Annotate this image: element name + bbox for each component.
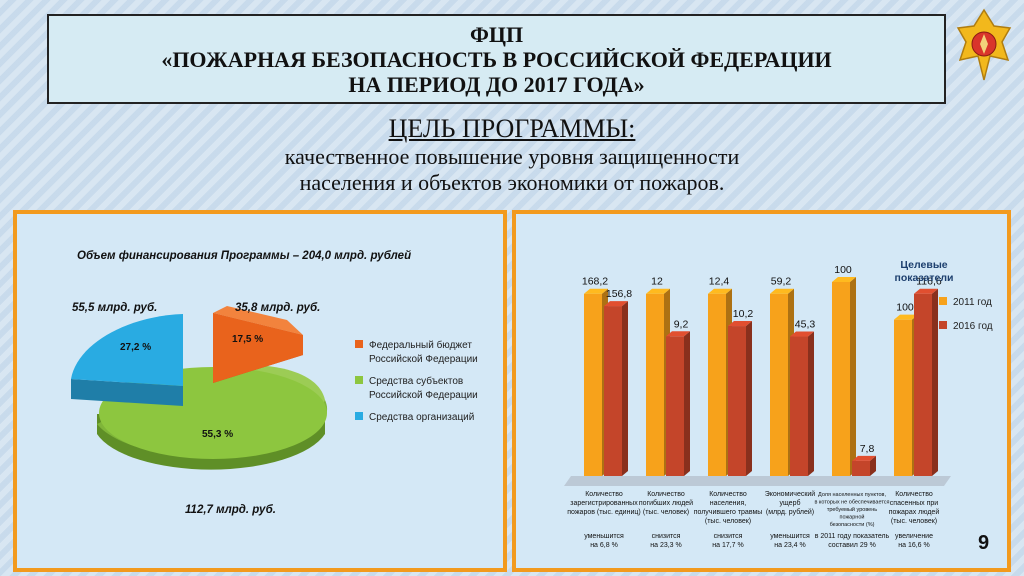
category-note-3-0: уменьшится [770, 533, 810, 540]
category-label-2-1: населения, [710, 500, 746, 507]
category-label-2-2: получившего травмы [694, 509, 763, 516]
category-note-3-1: на 23,4 % [774, 542, 806, 549]
goal-heading: ЦЕЛЬ ПРОГРАММЫ: [388, 114, 636, 143]
category-label-5-0: Количество [895, 491, 933, 498]
bar-2011-4 [832, 276, 856, 476]
category-note-1-1: на 23,3 % [650, 542, 682, 549]
legend-swatch-regions [355, 376, 363, 384]
pie-chart: Объем финансирования Программы – 204,0 м… [71, 250, 478, 516]
category-note-4-0: в 2011 году показатель [815, 533, 890, 540]
category-note-5-1: на 16,6 % [898, 542, 930, 549]
legend-organizations-line1: Средства организаций [369, 412, 474, 423]
category-label-3-0: Экономический [765, 490, 816, 498]
category-label-5-1: спасенных при [890, 500, 938, 507]
pie-amount-organizations: 55,5 млрд. руб. [72, 302, 157, 314]
category-label-4-1: в которых не обеспечивается [814, 500, 889, 506]
category-label-4-4: безопасности (%) [830, 522, 875, 528]
value-label-2016-2: 10,2 [733, 308, 754, 320]
category-label-0-0: Количество [585, 491, 623, 498]
category-note-0-0: уменьшится [584, 533, 624, 540]
header-line-2: «ПОЖАРНАЯ БЕЗОПАСНОСТЬ В РОССИЙСКОЙ ФЕДЕ… [161, 46, 832, 72]
legend-regions-line2: Российской Федерации [369, 390, 478, 401]
category-label-2-0: Количество [709, 491, 747, 498]
category-label-3-1: ущерб [780, 499, 801, 507]
value-label-2011-3: 59,2 [771, 276, 792, 288]
pie-label-federal-percent: 17,5 % [232, 334, 263, 345]
category-labels: Количество зарегистрированных пожаров (тыс… [567, 490, 939, 549]
legend-swatch-2011 [939, 297, 947, 305]
legend-title-2: показатели [894, 272, 953, 284]
value-label-2016-1: 9,2 [674, 318, 689, 330]
bar-2016-5 [914, 288, 938, 476]
category-note-4-1: составил 29 % [828, 542, 876, 549]
category-label-4-3: пожарной [840, 514, 865, 521]
value-label-2011-0: 168,2 [582, 276, 608, 288]
value-label-2011-5: 100 [896, 302, 914, 314]
category-label-5-2: пожарах людей [889, 508, 940, 516]
bar-2016-1 [666, 331, 690, 476]
category-label-1-0: Количество [647, 491, 685, 498]
category-note-2-1: на 17,7 % [712, 542, 744, 549]
legend-regions-line1: Средства субъектов [369, 375, 463, 387]
legend-label-2011: 2011 год [953, 297, 992, 308]
pie-slice-organizations [71, 314, 183, 406]
category-note-5-0: увеличение [895, 533, 933, 540]
pie-slice-federal [213, 306, 303, 383]
value-label-2016-3: 45,3 [795, 319, 816, 331]
category-label-0-1: зарегистрированных [570, 500, 638, 507]
header-line-3: НА ПЕРИОД ДО 2017 ГОДА» [348, 71, 645, 97]
bar-2016-4 [852, 455, 876, 476]
header-box: ФЦП «ПОЖАРНАЯ БЕЗОПАСНОСТЬ В РОССИЙСКОЙ … [47, 14, 946, 104]
category-label-4-2: требуемый уровень [827, 506, 877, 513]
category-note-0-1: на 6,8 % [590, 542, 618, 549]
legend-swatch-federal [355, 340, 363, 348]
bar-2016-3 [790, 331, 814, 476]
goal-text-1: качественное повышение уровня защищеннос… [284, 144, 740, 169]
chart-floor [564, 476, 951, 486]
header-line-1: ФЦП [469, 21, 524, 47]
pie-label-regions-percent: 55,3 % [202, 429, 233, 440]
legend-swatch-2016 [939, 321, 947, 329]
goal-text-2: населения и объектов экономики от пожаро… [299, 170, 725, 195]
category-label-1-1: погибших людей [639, 499, 693, 507]
category-label-1-2: (тыс. человек) [643, 509, 689, 516]
legend-swatch-organizations [355, 412, 363, 420]
pie-chart-title: Объем финансирования Программы – 204,0 м… [77, 250, 411, 262]
category-label-3-2: (млрд. рублей) [766, 508, 814, 516]
category-label-0-2: пожаров (тыс. единиц) [567, 509, 640, 516]
category-label-5-3: (тыс. человек) [891, 518, 937, 525]
value-label-2016-5: 116,6 [916, 276, 942, 288]
pie-amount-regions: 112,7 млрд. руб. [185, 504, 276, 516]
emblem-icon [956, 8, 1012, 81]
page-number: 9 [978, 532, 990, 554]
value-label-2011-2: 12,4 [709, 276, 730, 288]
value-label-2016-4: 7,8 [860, 443, 875, 455]
value-label-2011-4: 100 [834, 264, 852, 276]
bar-2016-2 [728, 321, 752, 476]
legend-federal-line2: Российской Федерации [369, 354, 478, 365]
funding-chart-panel: Объем финансирования Программы – 204,0 м… [13, 210, 507, 572]
legend-federal-line1: Федеральный бюджет [369, 339, 472, 351]
value-label-2011-1: 12 [651, 276, 663, 288]
indicators-chart-panel: 168,2 156,8 12 9,2 12,4 10,2 59,2 45,3 100 7,8 100… [512, 210, 1011, 572]
bar-2016-0 [604, 301, 628, 476]
pie-amount-federal: 35,8 млрд. руб. [235, 302, 320, 314]
category-label-2-3: (тыс. человек) [705, 518, 751, 525]
category-note-1-0: снизится [652, 533, 681, 540]
category-label-4-0: Доля населенных пунктов, [818, 492, 886, 498]
pie-label-organizations-percent: 27,2 % [120, 342, 151, 353]
category-note-2-0: снизится [714, 533, 743, 540]
legend-label-2016: 2016 год [953, 321, 993, 332]
value-label-2016-0: 156,8 [606, 288, 632, 300]
legend-title-1: Целевые [900, 259, 947, 271]
goal-block: ЦЕЛЬ ПРОГРАММЫ: качественное повышение у… [0, 114, 1024, 196]
